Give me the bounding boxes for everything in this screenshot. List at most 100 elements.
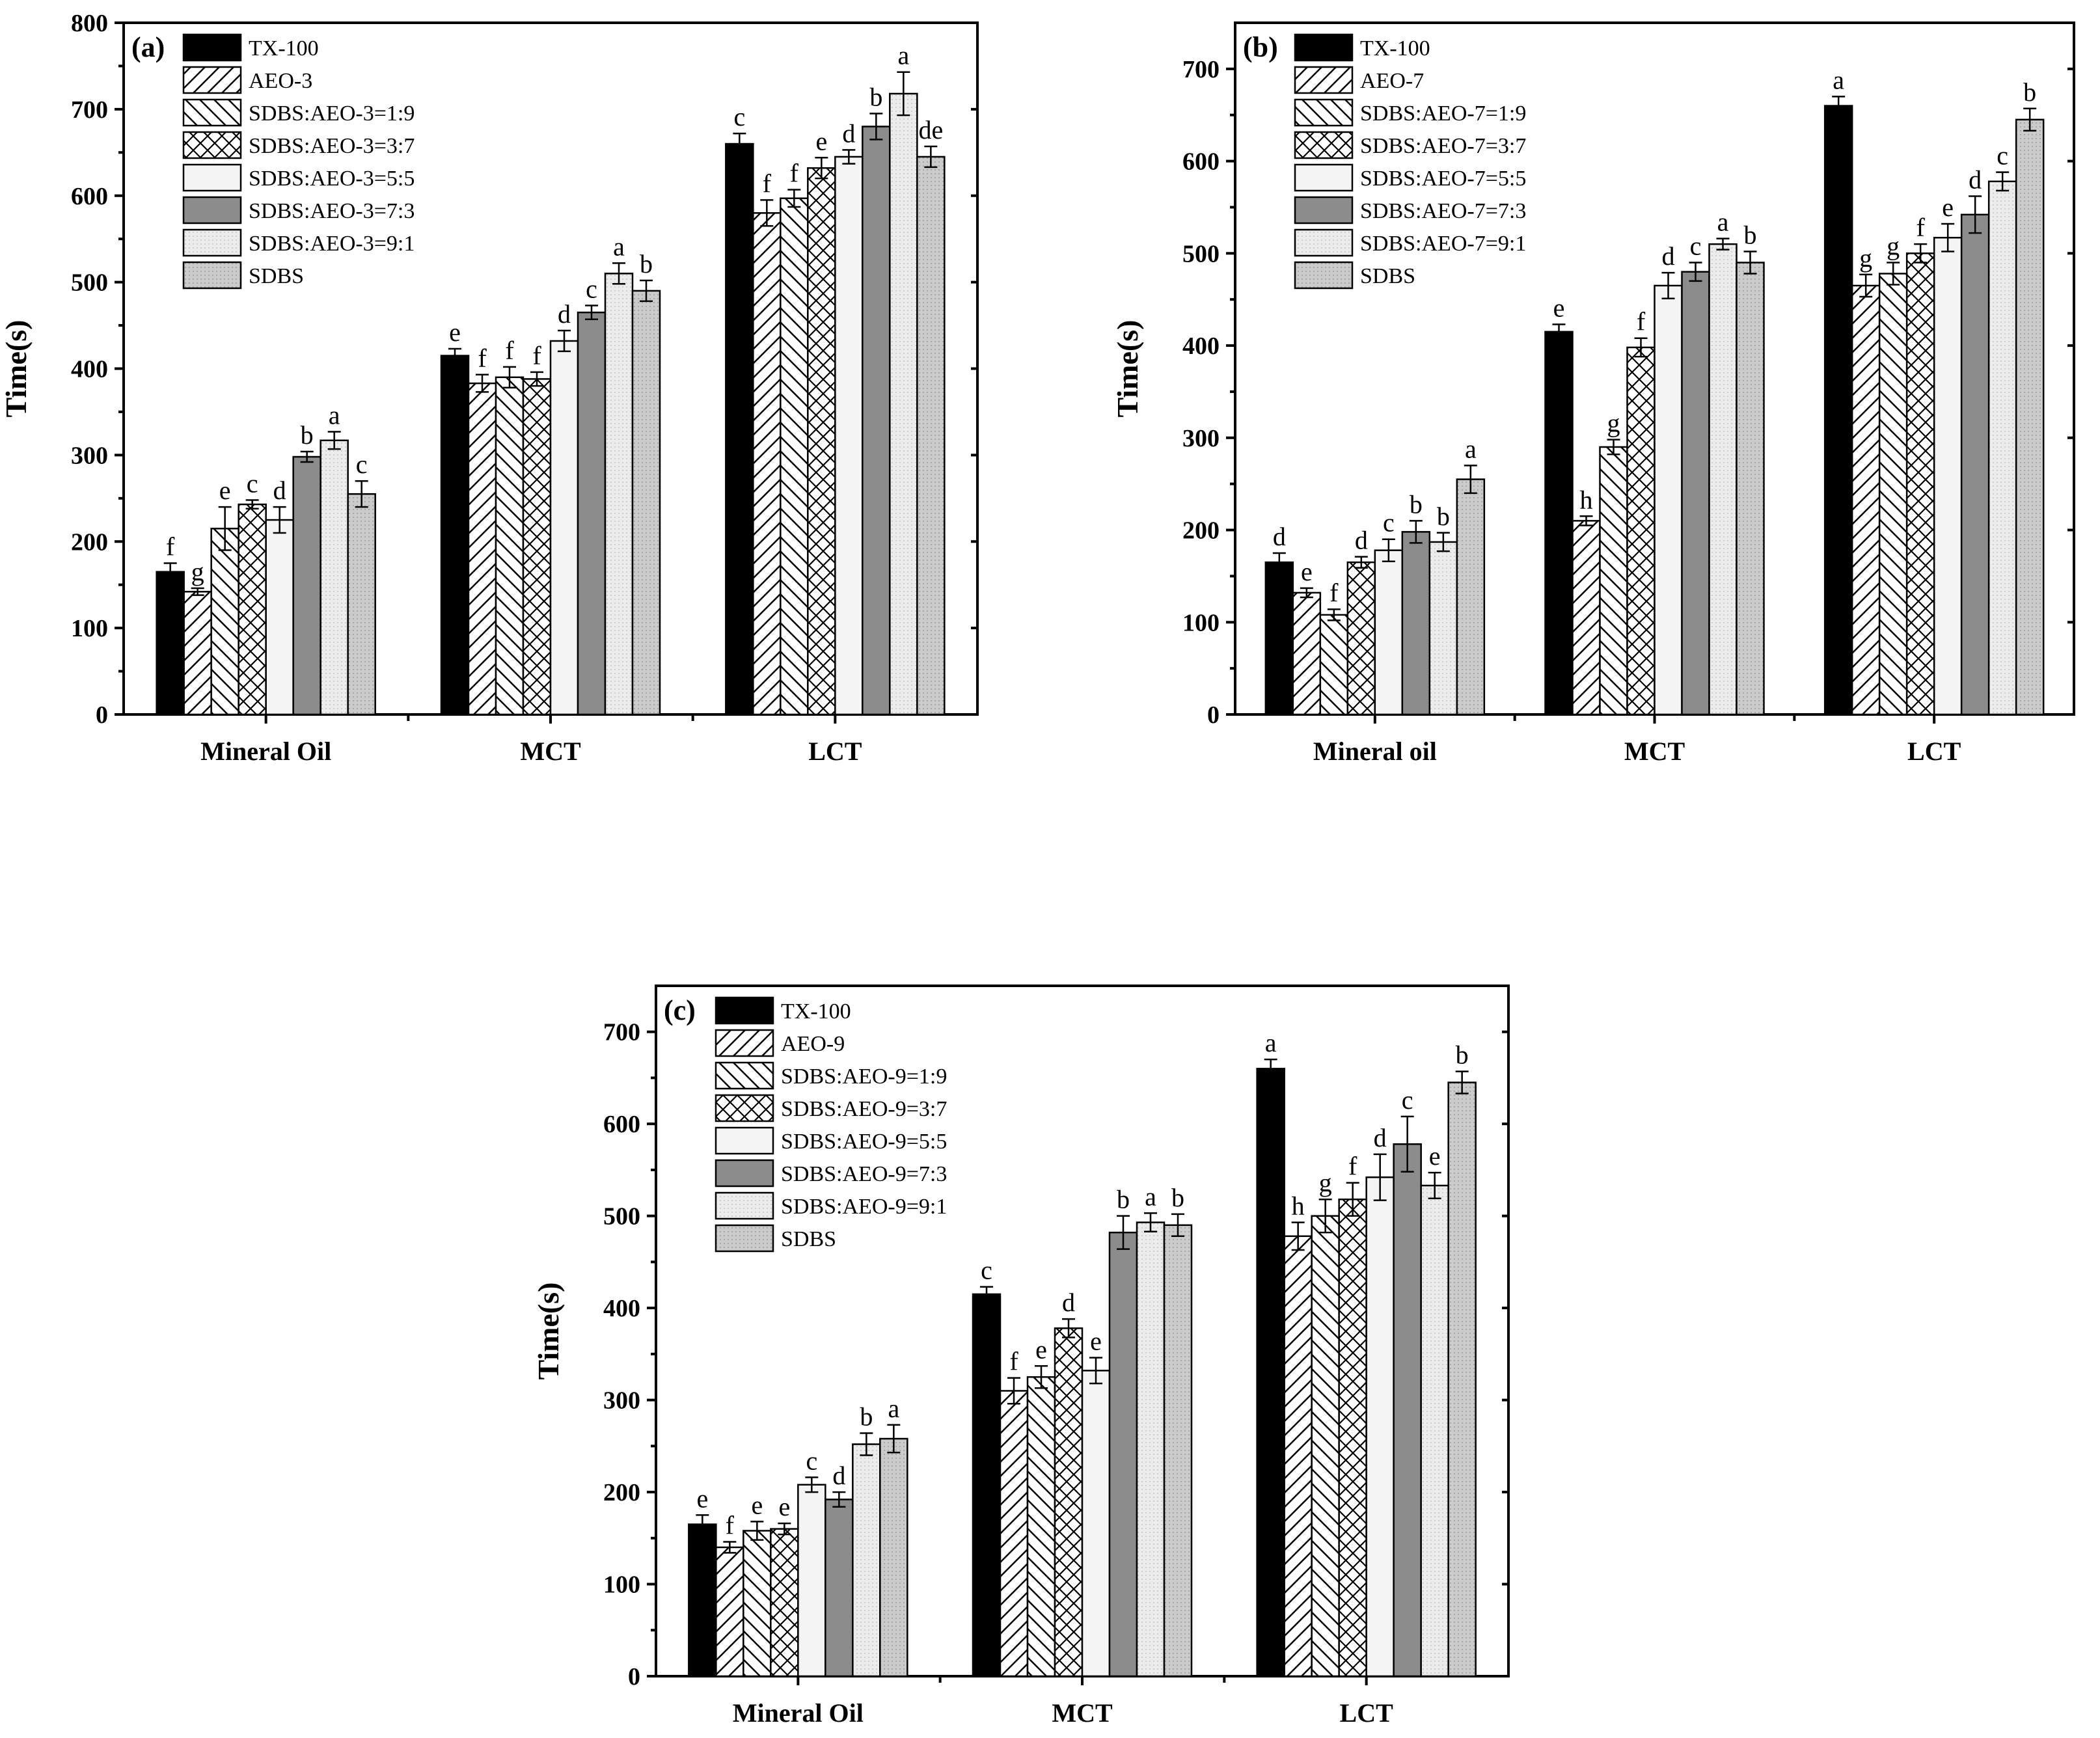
significance-label: d xyxy=(1273,522,1286,551)
chart-panel-c: 0 100 200 300 400 500 600 700 Time(s) (c) Mineral … xyxy=(532,984,1510,1728)
legend-label: SDBS:AEO-3=1:9 xyxy=(249,102,415,126)
bar xyxy=(972,1293,1002,1677)
bar xyxy=(780,197,809,716)
significance-label: f xyxy=(1330,578,1339,607)
significance-label: f xyxy=(1009,1347,1018,1376)
legend-label: SDBS:AEO-7=5:5 xyxy=(1360,167,1526,191)
y-tick-label: 100 xyxy=(603,1571,640,1599)
y-tick-label: 400 xyxy=(603,1295,640,1322)
y-tick-label: 0 xyxy=(1207,701,1220,729)
y-tick-label: 700 xyxy=(1182,56,1220,83)
significance-label: de xyxy=(918,115,943,144)
significance-label: f xyxy=(505,336,514,365)
bar xyxy=(797,1484,826,1677)
bar xyxy=(1572,520,1601,716)
bar xyxy=(292,455,321,716)
significance-label: f xyxy=(1916,213,1926,242)
significance-label: b xyxy=(640,249,653,278)
bar xyxy=(1851,284,1881,716)
significance-label: e xyxy=(778,1492,790,1521)
legend-swatch xyxy=(182,66,242,94)
significance-label: e xyxy=(1301,557,1313,586)
legend-swatch xyxy=(182,196,242,224)
legend-label: TX-100 xyxy=(1360,36,1430,61)
significance-label: d xyxy=(273,476,286,505)
x-category-label: LCT xyxy=(1340,1698,1394,1728)
bar xyxy=(1365,1176,1395,1677)
bar xyxy=(715,1546,744,1677)
legend-swatch xyxy=(1294,66,1354,94)
bar xyxy=(1447,1081,1477,1677)
significance-label: a xyxy=(888,1394,899,1423)
significance-label: f xyxy=(166,532,175,561)
bar xyxy=(265,519,294,716)
significance-label: e xyxy=(449,318,461,347)
y-tick-label: 200 xyxy=(1182,517,1220,545)
legend-swatch xyxy=(182,131,242,159)
significance-label: c xyxy=(981,1256,992,1285)
x-category-label: LCT xyxy=(808,737,862,766)
significance-label: e xyxy=(815,126,827,156)
legend-label: TX-100 xyxy=(781,999,851,1024)
significance-label: g xyxy=(1319,1168,1332,1197)
legend-swatch xyxy=(715,1191,774,1220)
significance-label: b xyxy=(2023,77,2036,107)
panel-label: (b) xyxy=(1243,31,1278,63)
y-tick-label: 200 xyxy=(603,1479,640,1506)
legend-label: SDBS xyxy=(1360,264,1415,288)
significance-label: a xyxy=(613,232,625,261)
panel-label: (c) xyxy=(664,994,696,1026)
bar xyxy=(852,1443,881,1677)
legend-label: SDBS xyxy=(781,1227,836,1251)
significance-label: d xyxy=(1662,241,1675,271)
significance-label: c xyxy=(1997,141,2008,170)
y-tick-label: 400 xyxy=(71,356,108,383)
significance-label: d xyxy=(558,299,571,329)
legend-label: AEO-9 xyxy=(781,1032,845,1056)
significance-label: a xyxy=(1145,1182,1156,1211)
bar xyxy=(1374,549,1404,716)
bar xyxy=(467,382,497,716)
legend-swatch xyxy=(182,261,242,290)
significance-label: b xyxy=(1117,1185,1130,1214)
significance-label: b xyxy=(1410,489,1423,519)
significance-label: e xyxy=(696,1484,708,1513)
y-tick-label: 800 xyxy=(71,10,108,37)
legend-label: SDBS:AEO-9=5:5 xyxy=(781,1130,947,1154)
legend-swatch xyxy=(715,1224,774,1253)
bar xyxy=(1654,284,1683,716)
significance-label: b xyxy=(1171,1183,1184,1212)
bar xyxy=(549,340,579,716)
bar xyxy=(825,1499,854,1677)
significance-label: b xyxy=(869,83,882,112)
bar xyxy=(1393,1143,1422,1677)
bar xyxy=(1599,446,1628,716)
y-tick-label: 700 xyxy=(71,96,108,124)
chart-panel-a: 0 100 200 300 400 500 600 700 800 Time(s) (a) Miner… xyxy=(0,10,979,766)
legend-label: SDBS:AEO-3=7:3 xyxy=(249,199,415,223)
bar xyxy=(1026,1376,1056,1677)
significance-label: c xyxy=(1402,1085,1413,1115)
significance-label: f xyxy=(478,344,487,373)
bar xyxy=(1346,561,1376,716)
y-tick-label: 100 xyxy=(1182,609,1220,636)
significance-label: c xyxy=(806,1446,817,1475)
significance-label: e xyxy=(1035,1335,1047,1364)
legend-label: SDBS:AEO-3=9:1 xyxy=(249,232,415,256)
y-tick-label: 100 xyxy=(71,615,108,642)
bar xyxy=(604,273,634,716)
legend-swatch xyxy=(1294,33,1354,62)
bar xyxy=(1420,1184,1449,1677)
bar xyxy=(999,1390,1029,1677)
bar xyxy=(1108,1231,1138,1677)
legend-label: TX-100 xyxy=(249,36,319,61)
bar xyxy=(2015,118,2045,716)
significance-label: c xyxy=(586,275,597,304)
y-tick-label: 600 xyxy=(1182,148,1220,176)
y-tick-label: 300 xyxy=(1182,425,1220,452)
y-axis-label: Time(s) xyxy=(532,1283,565,1380)
bar xyxy=(320,439,349,716)
bar xyxy=(1319,614,1349,716)
bar xyxy=(688,1523,717,1677)
